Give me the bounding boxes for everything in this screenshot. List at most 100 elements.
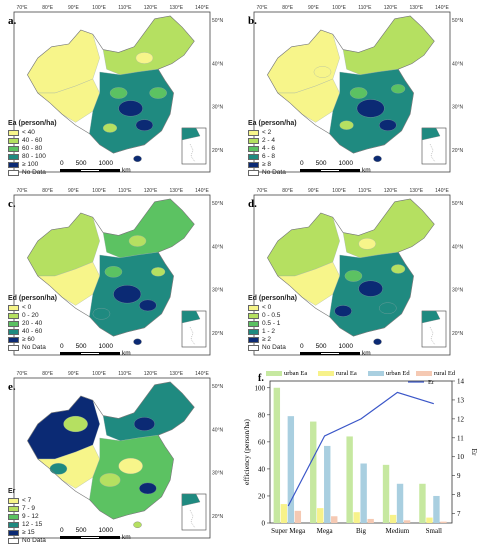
chart-panel-f: f. 0 20 40 60 80 100 7 8 9 10 11 12 13 14 efficiency (p… (240, 367, 480, 550)
lon-label: 90°E (68, 188, 80, 194)
bar-rural-ed (440, 521, 447, 523)
y2-tick-label: 10 (457, 453, 465, 461)
lon-label: 120°E (384, 5, 398, 11)
legend-row: 1 - 2 (248, 328, 297, 336)
legend-swatch (8, 321, 19, 327)
lon-label: 140°E (435, 5, 449, 11)
x-tick-label: Super Mega (271, 527, 306, 535)
region-patch (139, 299, 157, 312)
y2-tick-label: 11 (457, 434, 464, 442)
legend-row: 6 - 8 (248, 153, 297, 161)
lat-label: 20°N (212, 514, 224, 520)
legend-swatch (248, 154, 259, 160)
region-northeast (102, 15, 195, 75)
legend-label: 0 - 0.5 (262, 312, 281, 319)
lat-label: 40°N (212, 427, 224, 433)
scale-bar-d: 0 500 1000 km (300, 343, 371, 357)
legend-row: 9 - 12 (8, 513, 46, 521)
inset-land (421, 127, 441, 141)
chart-legend-swatch (318, 371, 334, 376)
legend-swatch (8, 530, 19, 536)
scale-tick: 500 (75, 343, 87, 350)
lon-label: 80°E (282, 5, 294, 11)
lon-label: 80°E (42, 188, 54, 194)
country-outline (27, 198, 195, 337)
scale-tick: 0 (300, 160, 304, 167)
legend-swatch (8, 146, 19, 152)
legend-swatch (248, 170, 259, 176)
lon-label: 130°E (169, 371, 183, 377)
legend-row: 40 - 60 (8, 328, 57, 336)
lon-label: 100°E (92, 188, 106, 194)
lat-label: 20°N (452, 148, 464, 154)
legend-label: < 0 (22, 304, 32, 311)
inset-land (181, 127, 201, 141)
scale-tick: 500 (75, 160, 87, 167)
lon-label: 80°E (42, 5, 54, 11)
legend-row: 4 - 6 (248, 145, 297, 153)
legend-label: 60 - 80 (22, 145, 43, 152)
lon-label: 130°E (409, 188, 423, 194)
lat-label: 50°N (212, 18, 224, 24)
bar-urban-ed (433, 495, 440, 523)
bar-urban-ea (346, 436, 353, 523)
legend-label: ≥ 8 (262, 161, 271, 168)
scale-unit: km (122, 167, 131, 174)
map-frame (13, 11, 211, 173)
legend-label: < 2 (262, 129, 272, 136)
legend-row: ≥ 60 (8, 336, 57, 344)
lat-label: 40°N (212, 61, 224, 67)
legend-swatch (248, 138, 259, 144)
panel-label-a: a. (8, 15, 17, 27)
region-patch (135, 119, 154, 131)
chart-legend-label: urban Ed (386, 370, 410, 377)
map-frame (253, 11, 451, 173)
map-frame (253, 194, 451, 356)
lon-label: 70°E (257, 188, 269, 194)
country-outline (267, 15, 435, 154)
lat-label: 20°N (212, 331, 224, 337)
bar-urban-ed (396, 483, 404, 523)
legend-label: ≥ 60 (22, 336, 35, 343)
region-patch (339, 120, 354, 130)
region-patch (391, 264, 406, 274)
lon-label: 100°E (332, 188, 346, 194)
legend-label: 9 - 12 (22, 513, 39, 520)
legend-a: Ea (person/ha) < 40 40 - 60 60 - 80 80 - 10… (8, 120, 57, 177)
scale-tick: 1000 (98, 343, 113, 350)
legend-title-c: Ed (person/ha) (8, 295, 58, 302)
legend-swatch (248, 146, 259, 152)
legend-label: < 0 (262, 304, 272, 311)
lon-label: 130°E (169, 188, 183, 194)
island-hainan (133, 338, 142, 346)
legend-swatch (8, 154, 19, 160)
scale-bar-c: 0 500 1000 km (60, 343, 131, 357)
er-line (287, 391, 434, 507)
legend-row: 0 - 0.5 (248, 312, 297, 320)
panel-label-b: b. (248, 15, 257, 27)
lon-label: 140°E (435, 188, 449, 194)
legend-label: 40 - 60 (22, 137, 43, 144)
scale-tick: 1000 (338, 343, 353, 350)
map-frame (13, 194, 211, 356)
x-tick-label: Mega (317, 527, 334, 535)
legend-row: 2 - 4 (248, 137, 297, 145)
region-patch (313, 66, 332, 78)
legend-label: ≥ 100 (22, 161, 39, 168)
legend-label: 40 - 60 (22, 328, 43, 335)
legend-label: 6 - 8 (262, 153, 276, 160)
chart-legend-swatch (416, 371, 432, 376)
legend-label: No Data (262, 169, 286, 176)
map-panel-c: c. 70°E 80°E 90°E 100°E 110°E 120°E 130°E 140°E… (0, 183, 240, 366)
y2-axis-label: Er (470, 448, 479, 456)
legend-swatch (248, 321, 259, 327)
bar-rural-ed (367, 518, 374, 523)
lon-label: 100°E (92, 371, 106, 377)
chart-legend-swatch (266, 371, 282, 376)
lat-label: 50°N (452, 18, 464, 24)
region-patch (113, 285, 142, 304)
lat-label: 50°N (452, 201, 464, 207)
lon-label: 140°E (195, 188, 209, 194)
